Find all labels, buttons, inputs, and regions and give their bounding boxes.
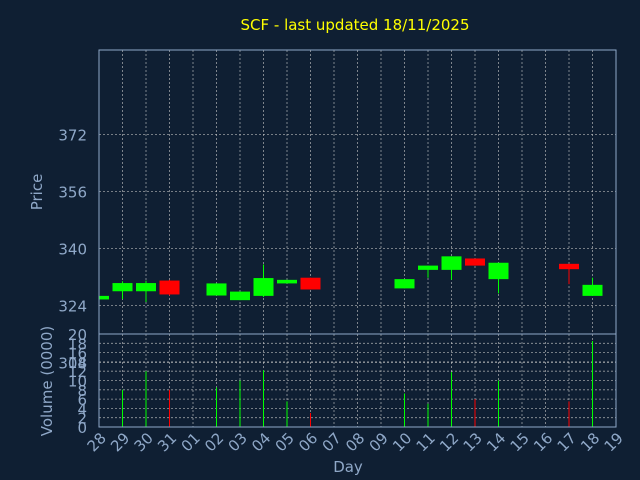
day-tick-label: 17 [554,429,580,455]
volume-tick-label: 20 [68,326,87,344]
candle-body [441,256,462,270]
candle [253,264,274,297]
day-tick-label: 02 [201,429,227,455]
candle-body [206,283,227,296]
day-tick-label: 01 [178,429,204,455]
volume-axis-label: Volume (0000) [38,326,56,436]
candle-body [582,284,603,296]
candle-body [277,279,297,284]
candle [441,256,462,280]
volume-tick-label: 4 [77,400,87,418]
candle-body [112,283,133,292]
candle-body [488,262,509,280]
volume-tick-label: 0 [77,419,87,437]
day-tick-label: 14 [483,429,509,455]
day-tick-label: 16 [530,429,556,455]
candle [300,277,321,290]
candle-body [465,258,485,266]
day-tick-label: 07 [319,429,345,455]
volume-panel-frame [98,333,617,428]
day-tick-label: 28 [84,429,110,455]
volume-bars [122,340,593,427]
candle-body [300,277,321,290]
candle-body [394,279,415,289]
candle-body [136,283,156,292]
day-tick-label: 03 [225,429,251,455]
price-tick-label: 324 [58,298,87,316]
volume-tick-label: 6 [77,391,87,409]
day-tick-label: 13 [460,429,486,455]
candle-body [159,280,180,295]
volume-tick-label: 12 [68,363,87,381]
candle [136,280,156,302]
day-tick-label: 31 [154,429,180,455]
day-tick-label: 12 [436,429,462,455]
candle [488,262,509,294]
day-tick-label: 18 [577,429,603,455]
price-tick-label: 372 [58,127,87,145]
candle [206,283,227,296]
day-tick-label: 10 [389,429,415,455]
candle [159,279,180,296]
candle [230,291,250,301]
day-tick-label: 09 [366,429,392,455]
day-tick-label: 04 [248,429,274,455]
candle-body [418,265,438,270]
volume-tick-label: 14 [68,354,87,372]
price-tick-label: 340 [58,241,87,259]
day-axis-label: Day [333,458,363,476]
chart-title: SCF - last updated 18/11/2025 [241,16,470,34]
candle-body [230,291,250,301]
candle [394,279,415,289]
day-tick-label: 08 [342,429,368,455]
volume-tick-label: 2 [77,410,87,428]
day-tick-label: 05 [272,429,298,455]
day-tick-label: 30 [131,429,157,455]
candle-body [559,263,579,270]
candle [582,277,603,296]
candle [559,263,579,285]
day-tick-label: 19 [601,429,627,455]
candle [112,281,133,300]
price-tick-labels: 324 340 356 372 308 [58,127,87,373]
day-tick-label: 15 [507,429,533,455]
volume-tick-label: 16 [68,345,87,363]
candlesticks [98,256,603,302]
candle-body [99,295,109,300]
candle [277,279,297,284]
day-tick-label: 29 [107,429,133,455]
price-grid [98,50,616,363]
price-tick-label: 356 [58,184,87,202]
volume-tick-label: 10 [68,373,87,391]
day-tick-labels: 2829303101020304050607080910111213141516… [84,429,627,455]
volume-tick-label: 18 [68,335,87,353]
candle [465,258,485,266]
volume-tick-label: 8 [77,382,87,400]
price-tick-label: 308 [58,355,87,373]
volume-grid [98,333,616,428]
price-axis-label: Price [28,174,46,211]
candle [418,265,438,278]
day-tick-label: 06 [295,429,321,455]
candle-body [253,278,274,296]
candle [98,295,109,300]
day-tick-label: 11 [413,429,439,455]
